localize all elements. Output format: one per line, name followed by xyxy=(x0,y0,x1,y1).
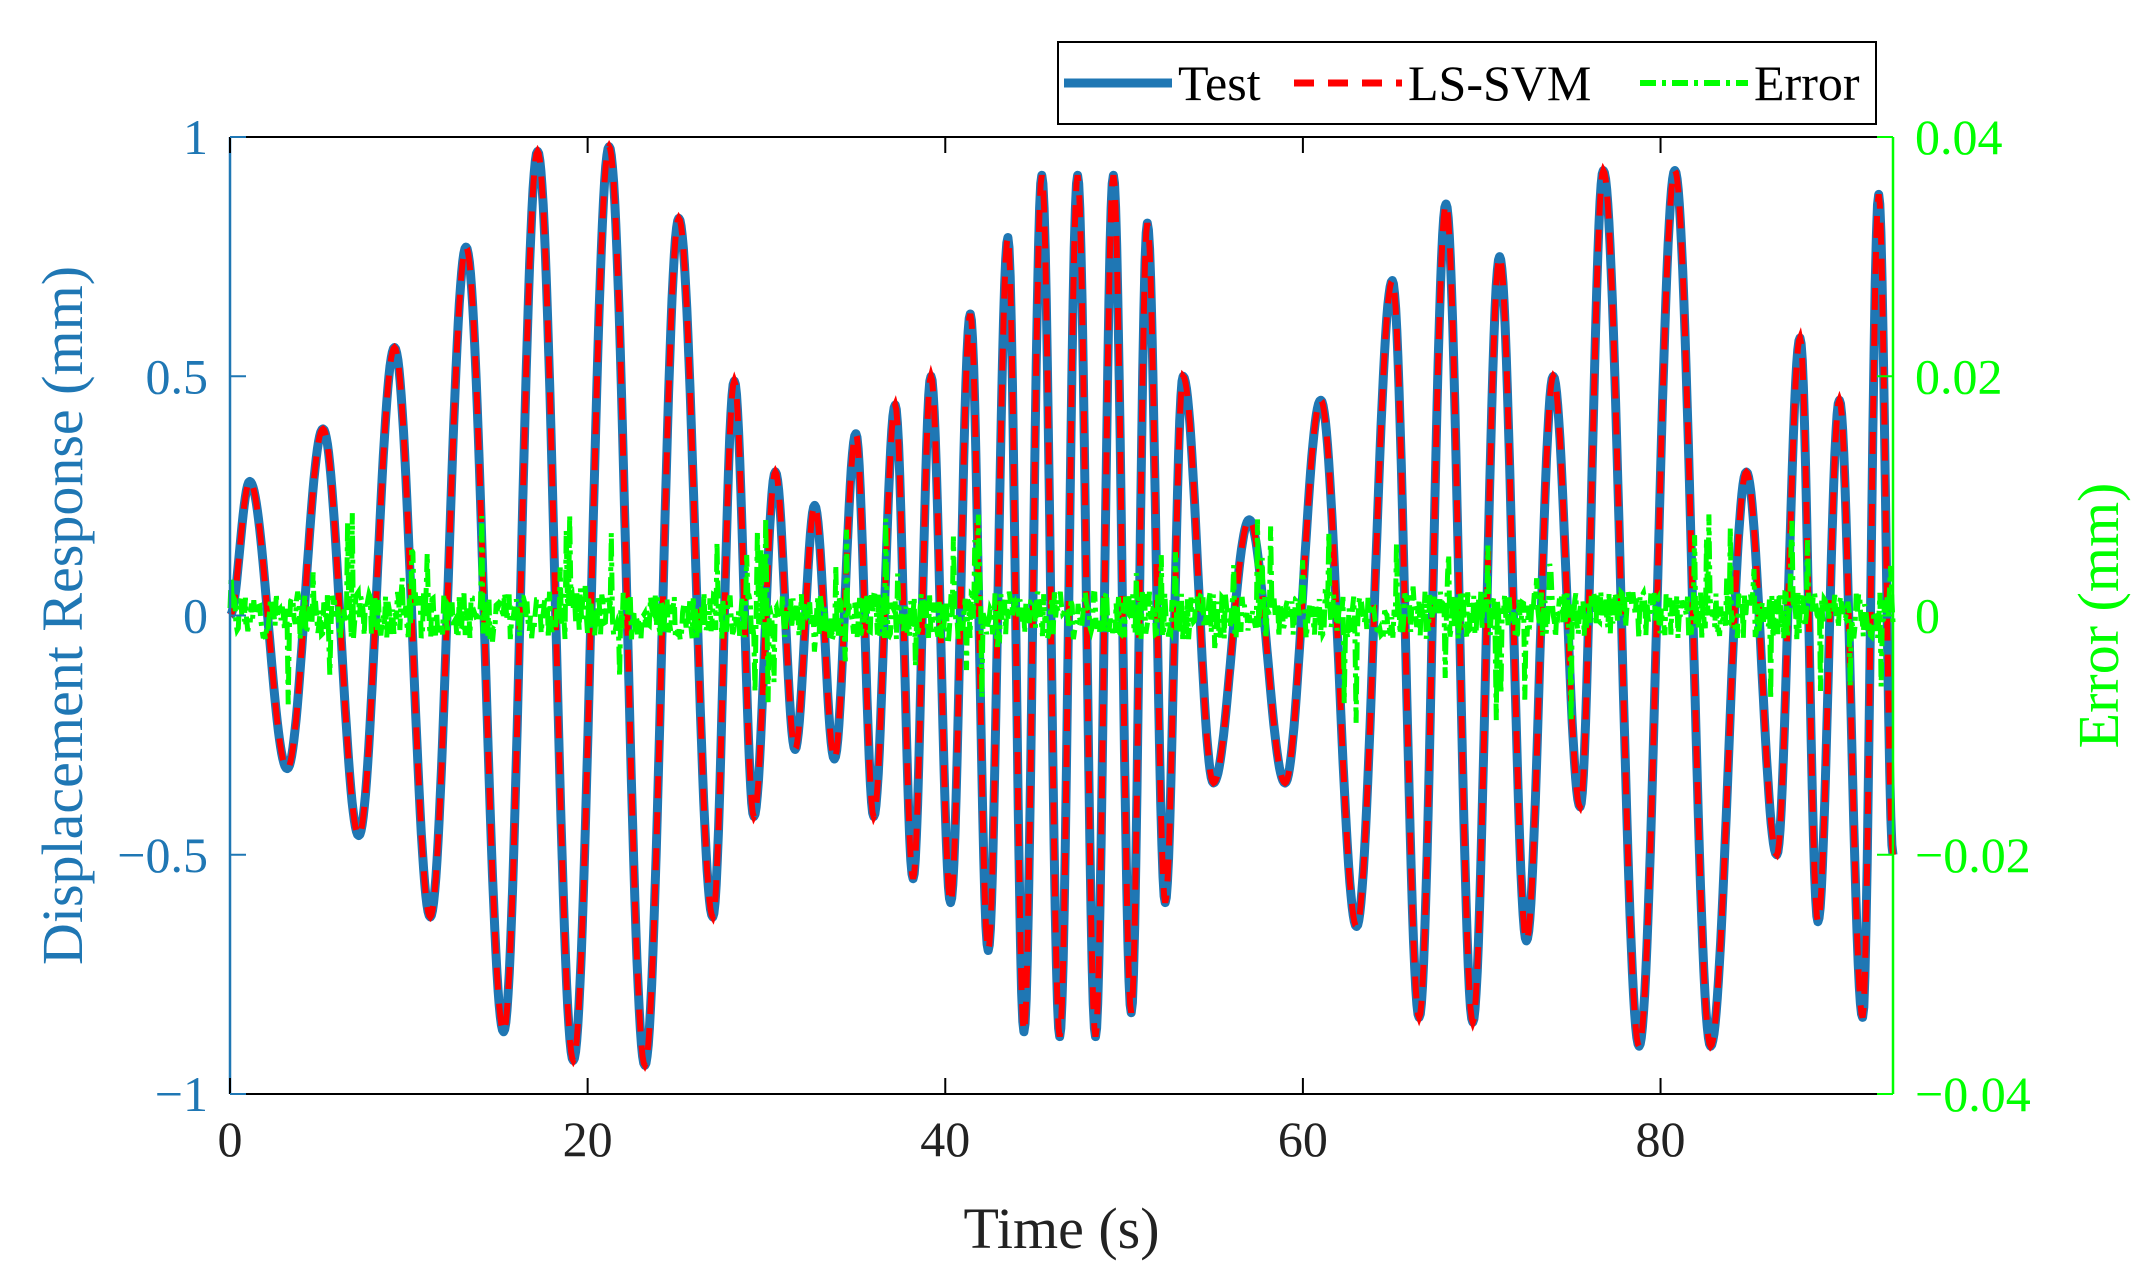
y-left-tick-label: 0.5 xyxy=(146,348,209,404)
x-tick-label: 40 xyxy=(920,1111,970,1167)
series-line-ls-svm xyxy=(227,139,1896,1072)
y-left-tick-label: 1 xyxy=(183,109,208,165)
x-tick-label: 20 xyxy=(563,1111,613,1167)
series-layer xyxy=(226,139,1898,1072)
x-tick-label: 80 xyxy=(1636,1111,1686,1167)
x-tick-label: 60 xyxy=(1278,1111,1328,1167)
y-left-axis-title: Displacement Response (mm) xyxy=(30,266,95,965)
y-left-tick-label: −0.5 xyxy=(117,827,208,883)
series-line-error xyxy=(227,513,1896,723)
y-right-tick-label: 0 xyxy=(1915,588,1940,644)
y-left-tick-label: −1 xyxy=(155,1066,208,1122)
legend-label-error: Error xyxy=(1754,55,1860,111)
legend: Test LS-SVM Error xyxy=(1057,41,1877,125)
x-axis-title: Time (s) xyxy=(963,1196,1159,1261)
y-right-tick-label: 0.04 xyxy=(1915,109,2003,165)
y-right-tick-label: 0.02 xyxy=(1915,348,2003,404)
y-right-axis-title: Error (mm) xyxy=(2066,483,2131,749)
y-right-tick-label: −0.02 xyxy=(1915,827,2031,883)
tick-layer: 0 20 40 60 80 −1 −0.5 0 0.5 1 −0.04 −0.02 0 0.02 0.04 xyxy=(117,109,2030,1167)
y-right-tick-label: −0.04 xyxy=(1915,1066,2031,1122)
y-left-tick-label: 0 xyxy=(183,588,208,644)
legend-label-test: Test xyxy=(1178,55,1261,111)
x-tick-label: 0 xyxy=(218,1111,243,1167)
legend-label-ls-svm: LS-SVM xyxy=(1408,55,1591,111)
